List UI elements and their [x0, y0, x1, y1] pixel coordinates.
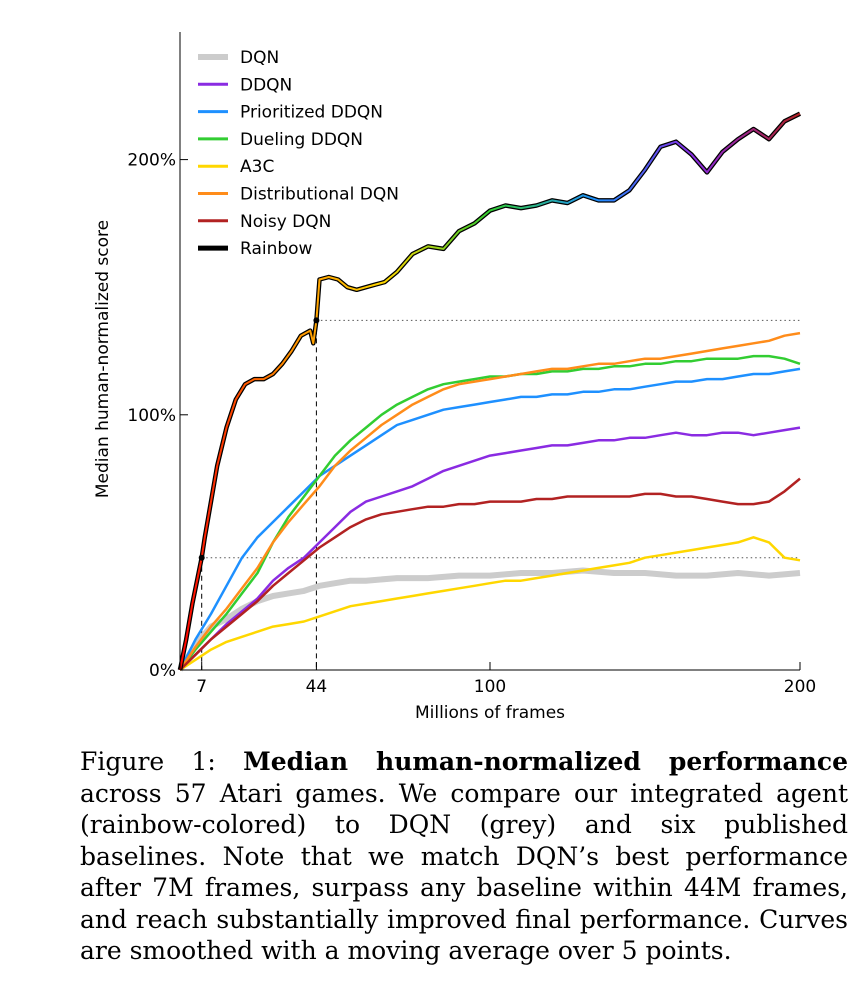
series-line-prioritized-ddqn — [178, 367, 801, 671]
series-line-rainbow — [179, 112, 801, 671]
marker-dot-0 — [198, 554, 205, 561]
series-line-a3c — [179, 536, 801, 672]
legend-label-distributional-dqn: Distributional DQN — [240, 185, 399, 205]
x-tick-label-100: 100 — [474, 677, 506, 697]
legend-label-rainbow: Rainbow — [240, 239, 313, 259]
legend-label-a3c: A3C — [240, 157, 274, 177]
axes: 7 44 100 200 0% 100% 200% Millions of frames Med… — [93, 32, 816, 723]
performance-chart: 7 44 100 200 0% 100% 200% Millions of frames Med… — [93, 32, 816, 723]
marker-dot-1 — [313, 317, 320, 324]
legend-label-dqn: DQN — [240, 48, 279, 68]
series-line-dueling-ddqn — [179, 354, 801, 671]
x-tick-label-200: 200 — [784, 677, 816, 697]
legend-label-ddqn: DDQN — [240, 75, 292, 95]
legend-label-dueling-ddqn: Dueling DDQN — [240, 130, 363, 150]
series-line-ddqn — [179, 426, 801, 671]
caption-bold: Median human-normalized performance — [243, 747, 848, 776]
x-tick-label-44: 44 — [306, 677, 328, 697]
x-axis-label: Millions of frames — [415, 703, 565, 723]
caption-prefix: Figure 1: — [80, 747, 244, 776]
legend: DQN DDQN Prioritized DDQN Dueling DDQN A3C Di… — [198, 48, 399, 259]
y-tick-label-100: 100% — [127, 406, 176, 426]
plot-area — [177, 111, 801, 672]
legend-label-prioritized-ddqn: Prioritized DDQN — [240, 103, 383, 123]
figure-caption: Figure 1: Median human-normalized perfor… — [80, 746, 848, 967]
x-tick-label-7: 7 — [196, 677, 207, 697]
caption-rest: across 57 Atari games. We compare our in… — [80, 778, 848, 966]
series-line-noisy-dqn — [179, 477, 801, 671]
y-axis-label: Median human-normalized score — [93, 220, 113, 498]
y-tick-label-0: 0% — [149, 661, 176, 681]
series-line-distributional-dqn — [178, 331, 801, 671]
legend-label-noisy-dqn: Noisy DQN — [240, 212, 331, 232]
y-tick-label-200: 200% — [127, 151, 176, 171]
